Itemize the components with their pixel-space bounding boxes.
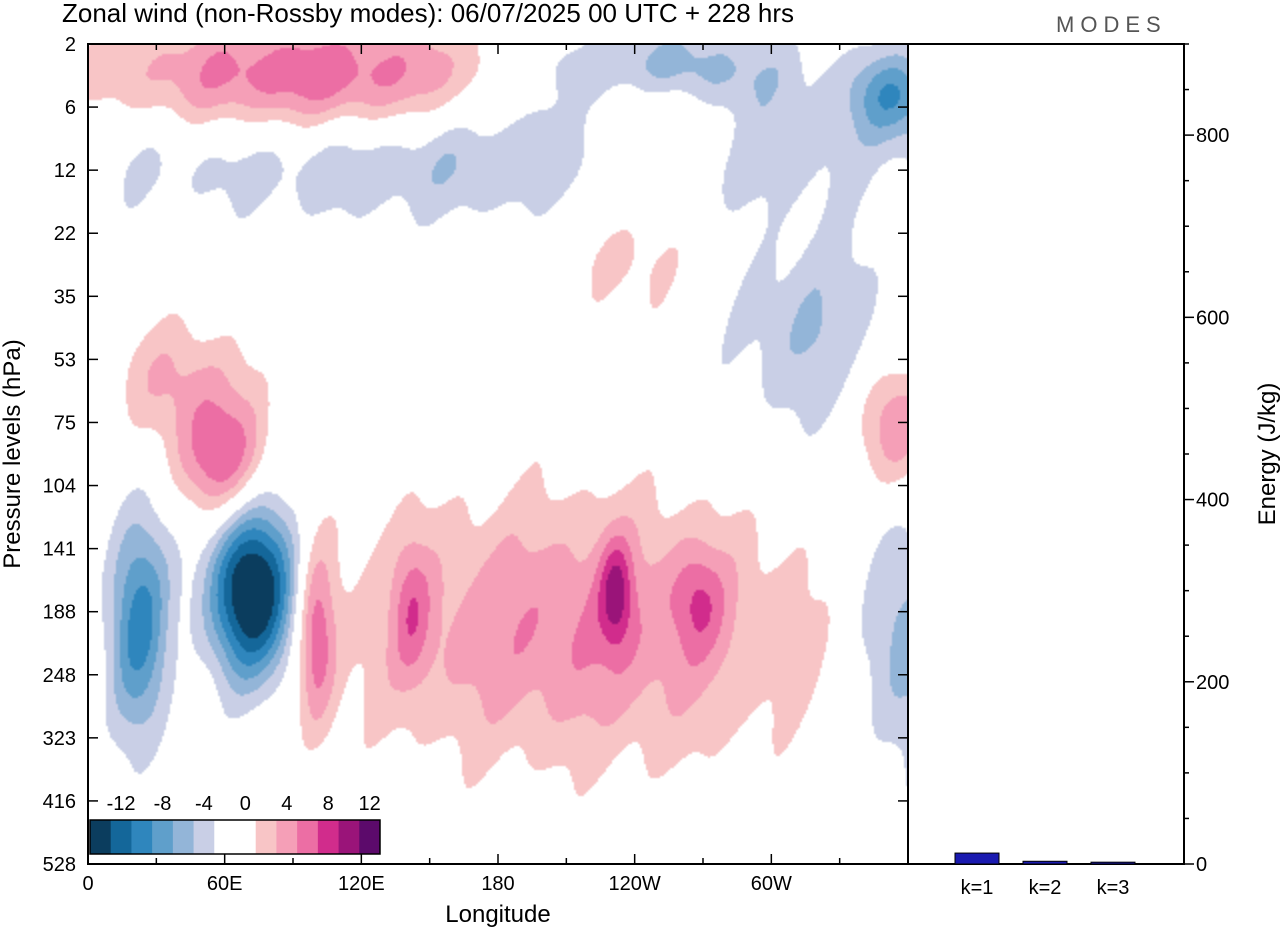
colorbar-tick-label: -12 bbox=[107, 793, 136, 815]
y-axis-label: Pressure levels (hPa) bbox=[0, 339, 26, 568]
y-tick-label: 53 bbox=[54, 349, 76, 371]
chart-title: Zonal wind (non-Rossby modes): 06/07/202… bbox=[62, 0, 794, 28]
y-tick-label: 12 bbox=[54, 160, 76, 182]
energy-bar bbox=[1022, 860, 1068, 865]
colorbar-swatch bbox=[131, 820, 153, 854]
y-tick-label: 528 bbox=[43, 854, 76, 876]
colorbar-swatch bbox=[255, 820, 277, 854]
colorbar-swatch bbox=[214, 820, 236, 854]
x-tick-label: 60W bbox=[751, 873, 792, 895]
y-tick-label: 2 bbox=[65, 34, 76, 56]
colorbar-swatch bbox=[359, 820, 381, 854]
colorbar-tick-label: -8 bbox=[154, 793, 172, 815]
heatmap-axes: 0 60E 120E 180 120W 60W 2 6 12 22 35 53 75 104 141 188 2… bbox=[43, 34, 909, 895]
y-tick-label: 188 bbox=[43, 602, 76, 624]
energy-bar bbox=[954, 852, 1000, 865]
colorbar-swatch bbox=[110, 820, 132, 854]
colorbar: -12 -8 -4 0 4 8 12 bbox=[89, 793, 381, 855]
y-tick-label: 22 bbox=[54, 223, 76, 245]
energy-category-label: k=3 bbox=[1097, 877, 1130, 899]
energy-axis-label: Energy (J/kg) bbox=[1254, 383, 1280, 526]
x-axis-label: Longitude bbox=[445, 901, 550, 928]
y-tick-label: 6 bbox=[65, 97, 76, 119]
heatmap-field bbox=[88, 44, 908, 864]
energy-tick-label: 400 bbox=[1196, 490, 1229, 512]
y-tick-label: 248 bbox=[43, 665, 76, 687]
colorbar-tick-label: 0 bbox=[240, 793, 251, 815]
energy-tick-label: 200 bbox=[1196, 672, 1229, 694]
y-tick-label: 141 bbox=[43, 539, 76, 561]
colorbar-tick-label: 12 bbox=[359, 793, 381, 815]
x-tick-label: 180 bbox=[481, 873, 514, 895]
y-tick-label: 323 bbox=[43, 728, 76, 750]
energy-bar bbox=[1090, 861, 1136, 865]
colorbar-swatch bbox=[235, 820, 257, 854]
colorbar-tick-label: 4 bbox=[281, 793, 292, 815]
brand-logo: MODES bbox=[1056, 12, 1167, 37]
energy-panel: 0 200 400 600 800 k=1 k=2 k=3 bbox=[907, 43, 1229, 899]
colorbar-tick-label: 8 bbox=[323, 793, 334, 815]
colorbar-swatch bbox=[276, 820, 298, 854]
y-tick-label: 35 bbox=[54, 286, 76, 308]
colorbar-swatch bbox=[172, 820, 195, 854]
x-tick-label: 0 bbox=[82, 873, 93, 895]
x-tick-label: 60E bbox=[207, 873, 243, 895]
x-tick-label: 120E bbox=[338, 873, 385, 895]
energy-frame bbox=[907, 43, 1185, 865]
y-tick-label: 416 bbox=[43, 791, 76, 813]
colorbar-swatch bbox=[90, 820, 112, 854]
colorbar-swatch bbox=[297, 820, 319, 854]
colorbar-swatch bbox=[193, 820, 215, 854]
x-tick-label: 120W bbox=[609, 873, 661, 895]
colorbar-swatch bbox=[152, 820, 174, 854]
energy-tick-label: 800 bbox=[1196, 125, 1229, 147]
energy-tick-label-zero: 0 bbox=[1196, 854, 1207, 876]
y-tick-label: 104 bbox=[43, 476, 76, 498]
colorbar-tick-label: -4 bbox=[195, 793, 213, 815]
heatmap bbox=[88, 44, 908, 864]
colorbar-swatch bbox=[317, 820, 340, 854]
colorbar-swatch bbox=[338, 820, 360, 854]
energy-category-label: k=2 bbox=[1029, 877, 1062, 899]
energy-tick-label: 600 bbox=[1196, 307, 1229, 329]
energy-category-label: k=1 bbox=[961, 877, 994, 899]
y-tick-label: 75 bbox=[54, 412, 76, 434]
colorbar-frame bbox=[89, 819, 381, 855]
